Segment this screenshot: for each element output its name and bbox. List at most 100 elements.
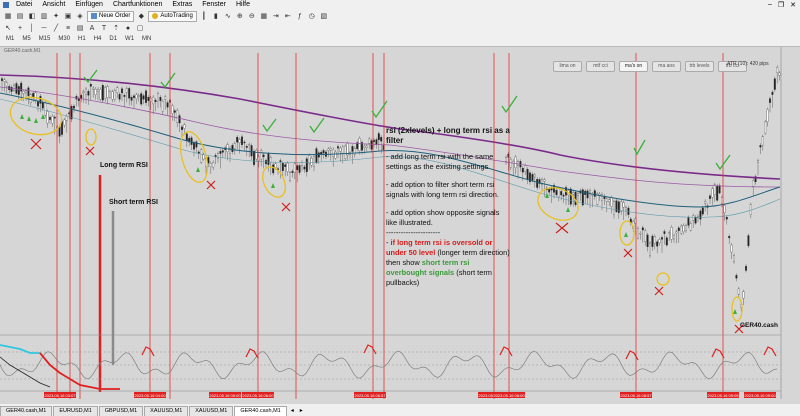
tf-d1[interactable]: D1	[109, 36, 118, 42]
tf-m15[interactable]: M15	[38, 36, 51, 42]
profiles-icon[interactable]: ▤	[16, 13, 24, 20]
candle-body	[589, 190, 591, 194]
candle-body	[217, 153, 219, 159]
horizontal-line-icon[interactable]: ─	[41, 24, 47, 32]
candle-body	[351, 146, 354, 152]
terminal-icon[interactable]: ▣	[64, 13, 72, 20]
tf-h1[interactable]: H1	[78, 36, 86, 42]
menu-datei[interactable]: Datei	[16, 1, 33, 8]
navigator-icon[interactable]: ✦	[53, 13, 59, 20]
chart-shift-icon[interactable]: ⇤	[284, 13, 291, 20]
candle-body	[118, 94, 121, 100]
candle-body	[313, 156, 315, 167]
new-order-button[interactable]: Neue Order	[87, 10, 135, 22]
indicators-icon[interactable]: ƒ	[297, 12, 302, 20]
pill-mtf-cci[interactable]: mtf cci	[586, 61, 615, 72]
tab-scroll-right-icon[interactable]: ▸	[299, 408, 303, 414]
candle-body	[778, 72, 781, 76]
chart-tab[interactable]: GER40.cash,M1	[0, 406, 53, 416]
label-icon[interactable]: T	[101, 24, 107, 32]
arrow-icon[interactable]: ⇡	[113, 25, 119, 32]
candle-body	[65, 115, 68, 121]
trendline-icon[interactable]: ╱	[53, 25, 59, 32]
templates-icon[interactable]: ▧	[320, 13, 328, 20]
candle-body	[113, 90, 116, 100]
candle-body	[773, 78, 776, 90]
chart-tab[interactable]: XAUUSD,M1	[144, 406, 189, 416]
cursor-icon[interactable]: ↖	[5, 25, 11, 32]
date-label: 2023.05.16 08:57	[620, 393, 652, 398]
candle-body	[185, 133, 188, 142]
menu-fenster[interactable]: Fenster	[202, 1, 226, 8]
tf-w1[interactable]: W1	[125, 36, 135, 42]
menu-chartfunktionen[interactable]: Chartfunktionen	[112, 1, 163, 8]
candle-body	[749, 204, 752, 215]
crosshair-icon[interactable]: +	[17, 24, 23, 32]
fibonacci-icon[interactable]: ▤	[76, 25, 84, 32]
line-chart-icon[interactable]: ∿	[224, 13, 231, 20]
market-watch-icon[interactable]: ◧	[28, 13, 36, 20]
candle-body	[514, 156, 517, 168]
candle-body	[334, 151, 337, 159]
candle-body	[577, 193, 579, 196]
chart-window[interactable]: GER40.cash,M1	[0, 46, 800, 405]
rsi-long-red	[39, 352, 120, 390]
pill-trb-cci[interactable]: trb cci	[718, 61, 747, 72]
pill-ma-aos[interactable]: ma aos	[652, 61, 681, 72]
chart-tabs: GER40.cash,M1 EURUSD,M1 GBPUSD,M1 XAUUSD…	[0, 404, 800, 416]
channel-icon[interactable]: ≡	[65, 24, 71, 32]
candles-group	[1, 65, 781, 312]
pill-lima[interactable]: lima on	[553, 61, 582, 72]
shapes-icon[interactable]: ▢	[136, 25, 144, 32]
bar-chart-icon[interactable]: ┃	[201, 13, 206, 20]
zoom-out-icon[interactable]: ⊖	[248, 13, 255, 20]
candle-body	[49, 117, 51, 120]
zoom-in-icon[interactable]: ⊕	[236, 13, 243, 20]
candle-body	[346, 143, 349, 156]
minimize-icon[interactable]: –	[767, 1, 772, 8]
color-icon[interactable]: ●	[125, 24, 131, 32]
menu-extras[interactable]: Extras	[172, 1, 193, 8]
text-icon[interactable]: A	[89, 24, 95, 32]
candle-body	[327, 148, 330, 151]
chart-tab[interactable]: GBPUSD,M1	[98, 406, 144, 416]
tab-scroll-left-icon[interactable]: ◂	[290, 408, 294, 414]
menu-einfuegen[interactable]: Einfügen	[75, 1, 103, 8]
menu-ansicht[interactable]: Ansicht	[42, 1, 66, 8]
data-window-icon[interactable]: ▥	[40, 13, 48, 20]
vertical-line-icon[interactable]: │	[29, 24, 35, 32]
date-label-bg	[209, 392, 241, 398]
chart-tab[interactable]: XAUUSD,M1	[189, 406, 234, 416]
restore-icon[interactable]: ❐	[777, 2, 785, 9]
period-icon[interactable]: ◷	[308, 13, 315, 20]
tf-mn[interactable]: MN	[142, 36, 152, 42]
candle-body	[13, 84, 15, 91]
tf-m1[interactable]: M1	[6, 36, 15, 42]
autoscroll-icon[interactable]: ⇥	[272, 13, 279, 20]
candle-body	[747, 235, 750, 247]
candle-body	[526, 169, 529, 180]
tf-h4[interactable]: H4	[93, 36, 102, 42]
rsi-overbought-mark	[711, 348, 725, 359]
tf-m30[interactable]: M30	[58, 36, 71, 42]
candle-body	[159, 97, 162, 101]
candle-chart-icon[interactable]: ▮	[213, 13, 218, 20]
chart-tab-active[interactable]: GER40.cash,M1	[234, 406, 287, 416]
new-chart-icon[interactable]: ▦	[4, 13, 12, 20]
autotrading-button[interactable]: AutoTrading	[148, 10, 197, 22]
candle-body	[262, 154, 265, 158]
chart-tab[interactable]: EURUSD,M1	[53, 406, 98, 416]
price-chart[interactable]: 2023.05.16 03:07 2023.05.16 04:00 2023.05.…	[0, 47, 800, 405]
editor-icon[interactable]: ◆	[138, 13, 145, 20]
candle-body	[687, 217, 690, 226]
candle-body	[769, 98, 771, 103]
autotrading-icon	[152, 13, 159, 19]
candle-body	[157, 93, 159, 102]
pill-trb-levels[interactable]: trb levels	[685, 61, 714, 72]
close-icon[interactable]: ✕	[790, 2, 796, 9]
pill-mas[interactable]: ma's on	[619, 61, 648, 72]
tile-icon[interactable]: ▦	[260, 13, 268, 20]
menu-hilfe[interactable]: Hilfe	[235, 1, 250, 8]
tester-icon[interactable]: ◈	[77, 13, 83, 20]
tf-m5[interactable]: M5	[22, 36, 31, 42]
